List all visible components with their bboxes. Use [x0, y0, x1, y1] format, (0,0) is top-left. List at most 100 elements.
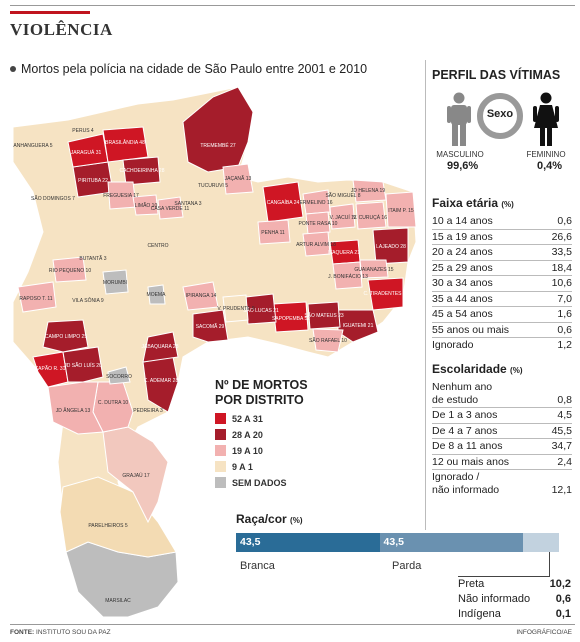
escolaridade-rows: Nenhum ano de estudo 0,8 De 1 a 3 anos 4,5 De… — [432, 380, 572, 497]
faixa-title: Faixa etária (%) — [432, 196, 514, 210]
region-moema — [147, 284, 166, 305]
region-campo-limpo — [42, 319, 89, 353]
label-ermelino: ERMELINO 16 — [299, 200, 332, 206]
region-sao-mateus — [307, 301, 341, 330]
label-cangaiba: CANGAÍBA 24 — [267, 199, 300, 206]
label-grajau: GRAJAÚ 17 — [122, 472, 149, 479]
perfil-title: PERFIL DAS VÍTIMAS — [432, 68, 561, 82]
label-brasilandia: BRASILÂNDIA 48 — [105, 139, 145, 146]
table-row: De 8 a 11 anos 34,7 — [432, 438, 572, 454]
row-label: De 8 a 11 anos — [432, 440, 503, 452]
row-value: 7,0 — [557, 292, 572, 305]
label-raposo-tavares: RAPOSO T. 11 — [19, 296, 52, 302]
label-iguatemi: IGUATEMI 21 — [343, 323, 374, 329]
label-vila-prudente: V. PRUDENTE 9 — [217, 306, 255, 312]
table-row: Ignorado 1,2 — [432, 337, 572, 353]
table-row: Nenhum ano de estudo 0,8 — [432, 380, 572, 407]
label-cidade-ademar: C. ADEMAR 28 — [144, 378, 179, 384]
legend-label: SEM DADOS — [232, 477, 287, 488]
bullet-icon — [10, 66, 16, 72]
raca-nao-informado: Não informado 0,6 — [458, 593, 571, 605]
table-row: 15 a 19 anos 26,6 — [432, 228, 572, 245]
table-row: 10 a 14 anos 0,6 — [432, 214, 572, 229]
raca-preta: Preta 10,2 — [458, 578, 571, 590]
row-label: Ignorado / — [432, 471, 480, 483]
label-morumbi: MORUMBI — [103, 280, 127, 286]
legend-label: 19 A 10 — [232, 445, 263, 456]
row-value: 26,6 — [551, 230, 572, 243]
table-row: 35 a 44 anos 7,0 — [432, 290, 572, 307]
row-label: 10 a 14 anos — [432, 215, 493, 227]
label-cidade-tiradentes: C. TIRADENTES 33 — [364, 291, 409, 297]
masculino-label: MASCULINO — [436, 150, 484, 159]
region-jose-bonifacio — [332, 261, 363, 290]
row-value: 0,8 — [557, 393, 572, 406]
table-row: 20 a 24 anos 33,5 — [432, 244, 572, 260]
label-jacana: JAÇANÃ 13 — [225, 175, 252, 182]
map-subtitle: Mortos pela polícia na cidade de São Pau… — [10, 62, 367, 76]
table-row: De 1 a 3 anos 4,5 — [432, 407, 572, 423]
region-socorro — [107, 366, 131, 385]
feminino-label: FEMININO — [526, 150, 566, 159]
label-lajeado: LAJEADO 28 — [376, 244, 406, 250]
row-label-wrap: Nenhum ano de estudo — [432, 381, 492, 406]
row-value: 34,7 — [551, 440, 572, 452]
label-itaim-paulista: ITAIM P. 15 — [388, 208, 414, 214]
label-jose-bonifacio: J. BONIFÁCIO 13 — [328, 273, 368, 280]
table-row: 55 anos ou mais 0,6 — [432, 321, 572, 338]
label-sao-domingos: SÃO DOMINGOS 7 — [31, 195, 75, 202]
table-row: 45 a 54 anos 1,6 — [432, 306, 572, 322]
region-iguatemi — [337, 309, 379, 343]
row-value: 0,6 — [557, 323, 572, 336]
label-capao-redondo: CAPÃO R. 31 — [35, 365, 66, 372]
faixa-etaria-table: Faixa etária (%) 10 a 14 anos 0,6 15 a 19 … — [432, 196, 572, 353]
region-vila-prudente — [222, 294, 249, 323]
row-value: 10,6 — [551, 277, 572, 289]
credit-note: INFOGRÁFICO/AE — [516, 629, 572, 636]
row-label: 15 a 19 anos — [432, 230, 493, 243]
legend-title-line2: POR DISTRITO — [215, 393, 304, 407]
row-label-wrap: Ignorado / não informado — [432, 471, 499, 496]
region-rio-pequeno — [52, 256, 87, 283]
label-guaianazes: GUAIANAZES 15 — [354, 267, 393, 273]
label-santana: SANTANA 3 — [174, 201, 201, 207]
row-label: Nenhum ano — [432, 381, 493, 393]
region-sapopemba — [272, 301, 309, 333]
label-tremembe: TREMEMBÉ 27 — [200, 142, 236, 149]
row-label: De 1 a 3 anos — [432, 409, 498, 421]
label-pirituba: PIRITUBA 22 — [78, 178, 108, 184]
legend-item: 19 A 10 — [215, 445, 355, 456]
row-value: 1,2 — [557, 339, 572, 351]
feminino-value: 0,4% — [537, 160, 563, 172]
map-legend: Nº DE MORTOS POR DISTRITO 52 A 31 28 A 2… — [215, 378, 355, 488]
row-value: 18,4 — [551, 261, 572, 274]
region-capao-redondo — [32, 351, 69, 388]
row-value: 45,5 — [551, 424, 572, 437]
section-title: VIOLÊNCIA — [10, 20, 113, 39]
label-vila-sonia: VILA SÔNIA 9 — [72, 297, 104, 304]
legend-label: 28 A 20 — [232, 429, 263, 440]
label-sacoma: SACOMÃ 29 — [196, 323, 225, 330]
raca-indigena: Indígena 0,1 — [458, 608, 571, 620]
label-cidade-dutra: C. DUTRA 10 — [98, 400, 129, 406]
region-vila-curuca — [355, 201, 387, 230]
region-morumbi — [102, 269, 129, 295]
section-accent-bar — [10, 11, 90, 14]
region-itaim-paulista — [385, 191, 417, 228]
raca-bracket-base — [458, 576, 550, 577]
region-sacoma — [192, 309, 229, 343]
raca-bracket-line — [549, 552, 550, 576]
label-jardim-sao-luis: JD SÃO LUÍS 20 — [64, 362, 102, 369]
legend-item: 28 A 20 — [215, 429, 355, 440]
label-ponte-rasa: PONTE RASA 10 — [299, 221, 338, 227]
female-figure-icon — [533, 92, 559, 146]
row-label: 20 a 24 anos — [432, 246, 493, 258]
label-sao-rafael: SÃO RAFAEL 10 — [309, 337, 347, 344]
table-row: 25 a 29 anos 18,4 — [432, 259, 572, 276]
label-rio-pequeno: RIO PEQUENO 10 — [49, 268, 91, 274]
legend-item: SEM DADOS — [215, 477, 355, 488]
top-rule — [10, 5, 575, 6]
region-raposo-tavares — [17, 281, 57, 313]
label-artur-alvim: ARTUR ALVIM 18 — [296, 242, 336, 248]
row-label: Ignorado — [432, 339, 474, 351]
